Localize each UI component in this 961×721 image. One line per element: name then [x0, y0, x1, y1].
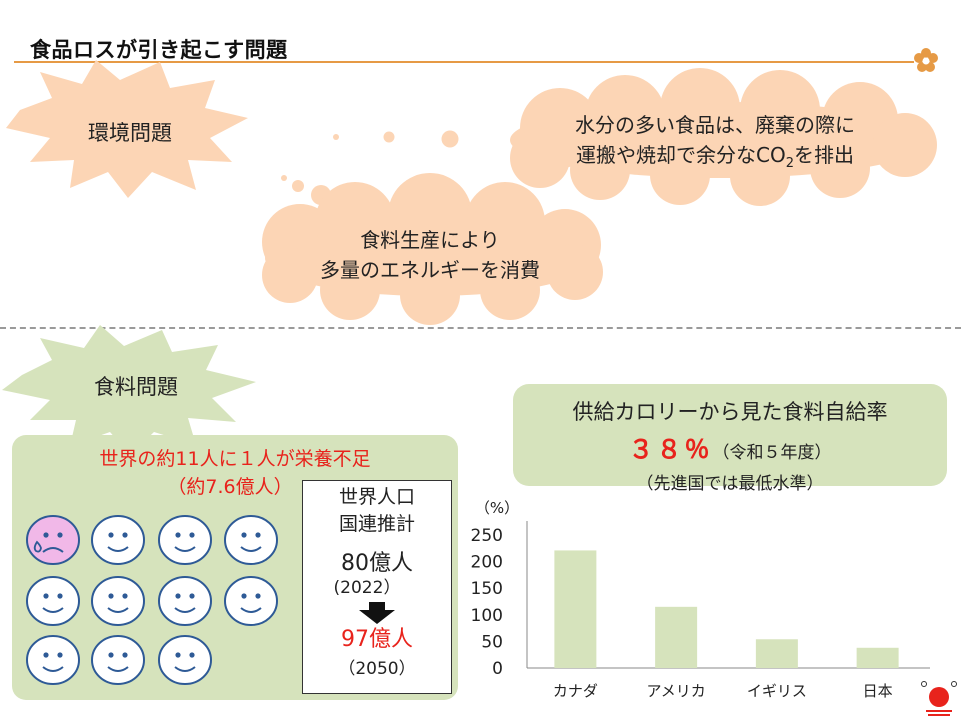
smiley-face-icon — [224, 576, 278, 626]
chart-x-tick-label: アメリカ — [646, 682, 705, 700]
page-title: 食品ロスが引き起こす問題 — [30, 38, 288, 62]
self-sufficiency-rate-line: ３８％（令和５年度） — [513, 430, 947, 466]
hunger-line1: 世界の約11人に１人が栄養不足 — [99, 448, 371, 470]
flower-icon — [914, 48, 938, 72]
chart-bar — [554, 550, 597, 668]
chart-y-tick-label: 50 — [481, 632, 503, 652]
environment-burst — [6, 60, 248, 198]
smiley-face-icon — [158, 576, 212, 626]
self-sufficiency-percent: ３８％ — [628, 435, 713, 464]
self-sufficiency-era: （令和５年度） — [712, 443, 832, 463]
food-label: 食料問題 — [94, 375, 178, 399]
chart-y-tick-label: 0 — [492, 659, 503, 679]
chart-x-tick-label: カナダ — [553, 682, 598, 700]
smiley-face-icon — [26, 635, 80, 685]
chart-y-tick-label: 100 — [471, 606, 503, 626]
cloud-small-line1: 食料生産により — [360, 228, 500, 252]
population-2022-year: (2022） — [333, 578, 401, 598]
co2-subscript: 2 — [785, 156, 794, 171]
sad-face-icon — [26, 515, 80, 565]
chart-bar — [856, 647, 899, 668]
food-burst — [2, 325, 256, 455]
population-box: 世界人口 国連推計 80億人 (2022） 97億人 （2050） — [302, 480, 452, 694]
smiley-face-icon — [91, 635, 145, 685]
smiley-face-icon — [224, 515, 278, 565]
environment-shapes — [6, 60, 937, 325]
chart-y-tick-label: 250 — [471, 526, 503, 546]
smiley-face-icon — [158, 635, 212, 685]
smiley-face-icon — [91, 576, 145, 626]
chart-x-tick-label: 日本 — [863, 682, 893, 700]
environment-label: 環境問題 — [88, 121, 172, 145]
chart-bar — [655, 606, 698, 668]
cloud-small-line2: 多量のエネルギーを消費 — [320, 258, 540, 282]
section-divider — [0, 327, 961, 329]
cloud-large-line1: 水分の多い食品は、廃棄の際に — [575, 113, 855, 137]
population-title-line1: 世界人口 — [338, 486, 415, 508]
cloud-small-text: 食料生産により 多量のエネルギーを消費 — [290, 225, 570, 285]
title-underline — [14, 61, 914, 63]
chart-unit-label: （%） — [475, 499, 519, 517]
chart-bar — [755, 639, 798, 668]
logo-icon — [921, 681, 957, 716]
population-2050-value: 97億人 — [341, 627, 413, 652]
population-2022-value: 80億人 — [341, 551, 413, 576]
cloud-large-line2: 運搬や焼却で余分なCO2を排出 — [520, 140, 910, 179]
population-title-line2: 国連推計 — [338, 513, 415, 535]
hunger-line2: （約7.6億人） — [167, 476, 293, 498]
self-sufficiency-title: 供給カロリーから見た食料自給率 — [572, 400, 888, 424]
smiley-face-icon — [26, 576, 80, 626]
smiley-face-icon — [158, 515, 212, 565]
self-sufficiency-note: （先進国では最低水準） — [636, 474, 824, 494]
smiley-face-icon — [91, 515, 145, 565]
cloud-small — [262, 173, 603, 325]
chart-x-tick-label: イギリス — [747, 682, 807, 700]
cloud-large-line2-post: を排出 — [794, 143, 854, 167]
chart-y-tick-label: 150 — [471, 579, 503, 599]
cloud-large — [510, 68, 937, 206]
arrow-down-icon — [359, 602, 395, 624]
self-sufficiency-box: 供給カロリーから見た食料自給率 ３８％（令和５年度） （先進国では最低水準） — [513, 384, 947, 494]
cloud-large-line2-pre: 運搬や焼却で余分なCO — [576, 143, 786, 167]
chart-y-tick-label: 200 — [471, 553, 503, 573]
population-2050-year: （2050） — [338, 659, 416, 679]
cloud-large-text: 水分の多い食品は、廃棄の際に 運搬や焼却で余分なCO2を排出 — [520, 110, 910, 179]
